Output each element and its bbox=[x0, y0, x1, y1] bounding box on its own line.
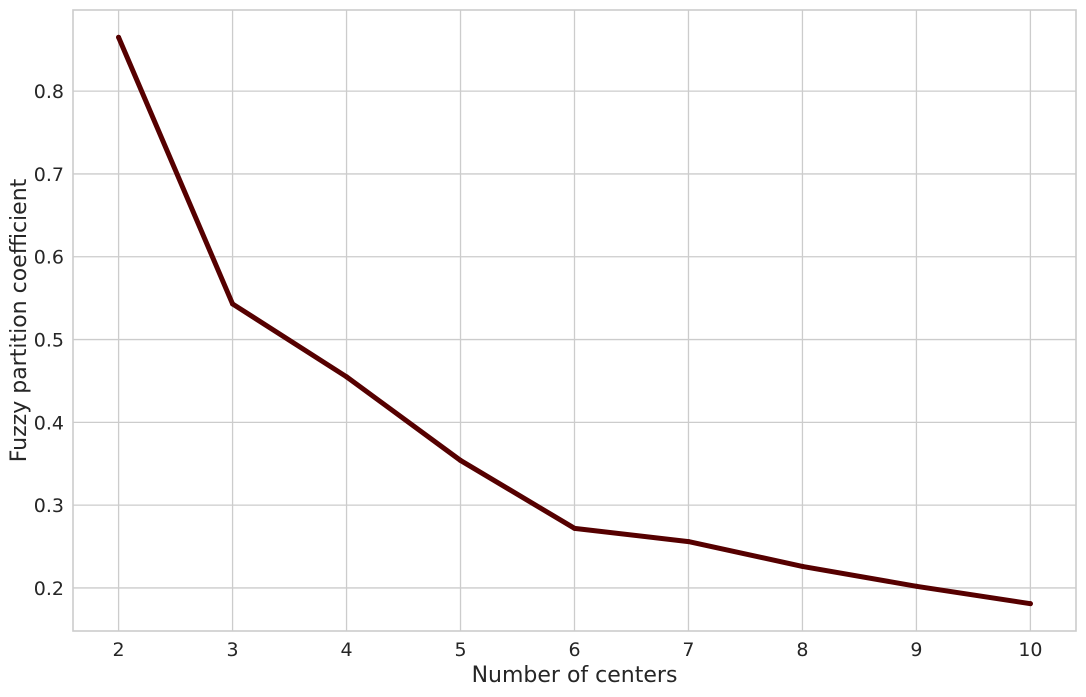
y-tick-label: 0.7 bbox=[34, 164, 64, 186]
data-point bbox=[799, 563, 805, 569]
data-point bbox=[913, 583, 919, 589]
y-tick-label: 0.5 bbox=[34, 330, 64, 352]
x-tick-label: 8 bbox=[796, 639, 808, 661]
y-tick-labels: 0.2 0.3 0.4 0.5 0.6 0.7 0.8 bbox=[34, 81, 64, 600]
y-tick-label: 0.8 bbox=[34, 81, 64, 103]
data-point bbox=[572, 525, 577, 531]
grid-lines bbox=[73, 10, 1076, 631]
x-tick-label: 4 bbox=[340, 639, 352, 661]
y-tick-label: 0.6 bbox=[34, 247, 64, 269]
data-point bbox=[230, 301, 236, 307]
x-tick-label: 3 bbox=[227, 639, 239, 661]
data-point bbox=[1027, 601, 1033, 607]
data-point bbox=[458, 457, 464, 463]
y-tick-label: 0.3 bbox=[34, 495, 64, 517]
x-axis-title: Number of centers bbox=[472, 663, 678, 688]
y-axis-title: Fuzzy partition coefficient bbox=[7, 178, 32, 462]
x-tick-label: 10 bbox=[1018, 639, 1042, 661]
x-tick-label: 5 bbox=[454, 639, 466, 661]
x-tick-labels: 2 3 4 5 6 7 8 9 10 bbox=[113, 639, 1043, 661]
x-tick-label: 9 bbox=[910, 639, 922, 661]
x-tick-label: 2 bbox=[113, 639, 125, 661]
data-point bbox=[344, 374, 350, 380]
x-tick-label: 7 bbox=[682, 639, 694, 661]
data-point bbox=[116, 34, 122, 40]
series-layer bbox=[116, 34, 1033, 607]
y-tick-label: 0.4 bbox=[34, 412, 64, 434]
y-tick-label: 0.2 bbox=[34, 578, 64, 600]
data-point bbox=[685, 539, 691, 545]
x-tick-label: 6 bbox=[568, 639, 580, 661]
plot-frame bbox=[72, 9, 1077, 632]
